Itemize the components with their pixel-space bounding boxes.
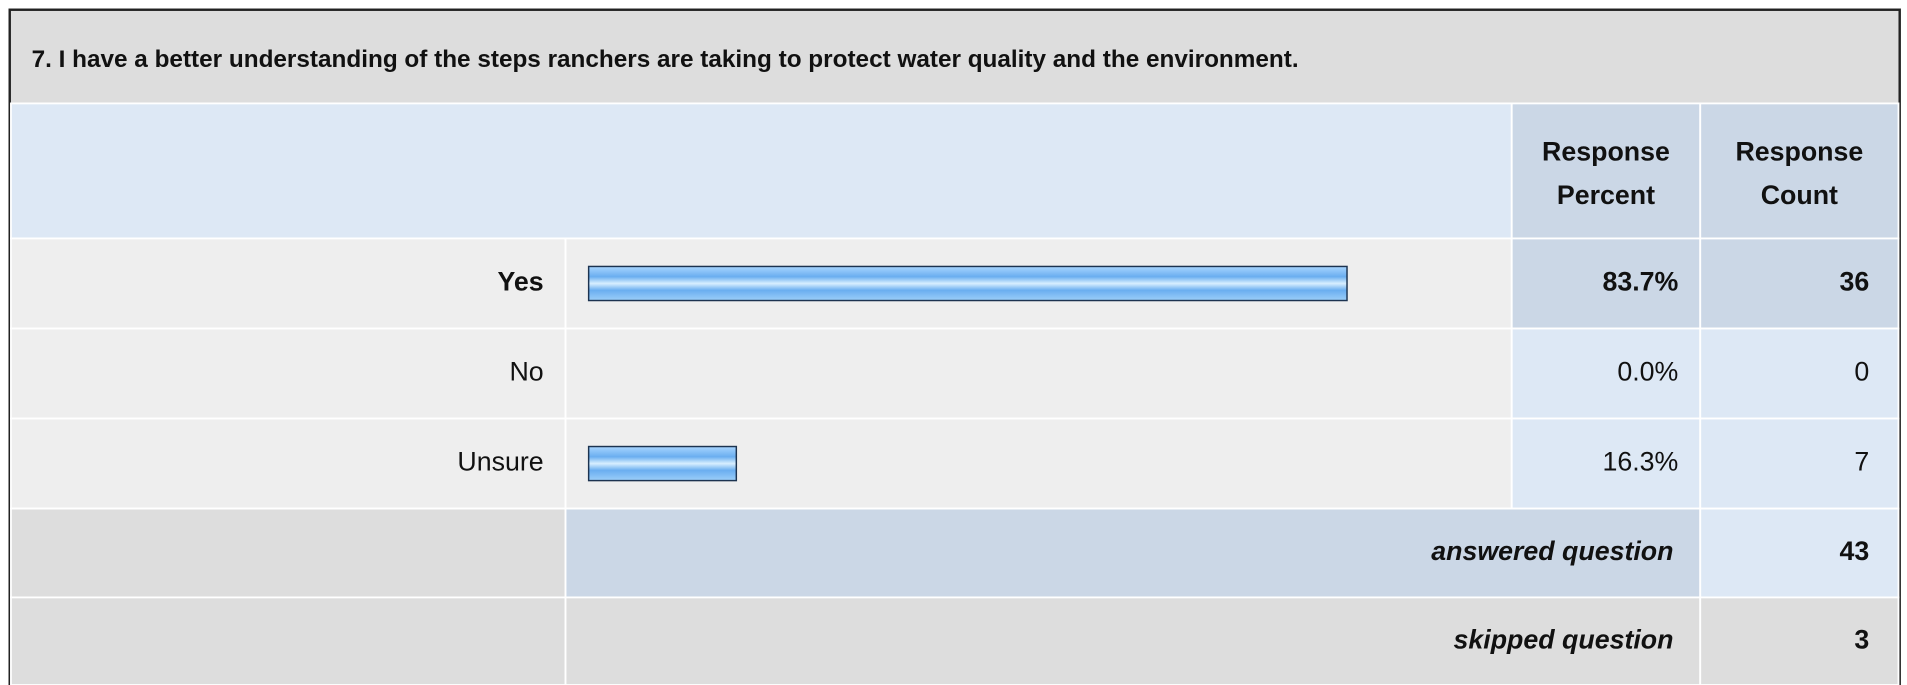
cell	[10, 102, 1513, 240]
cell	[1699, 596, 1900, 685]
question-title: 7. I have a better understanding of the …	[32, 46, 1299, 73]
answer-label: Unsure	[457, 447, 543, 477]
cell	[10, 596, 567, 685]
cell	[1510, 327, 1702, 420]
answer-label: Yes	[498, 267, 544, 297]
cell	[1699, 102, 1900, 240]
cell	[1699, 417, 1900, 510]
column-header: Percent	[1557, 180, 1655, 210]
response-count: 7	[1854, 447, 1869, 477]
cell	[10, 507, 567, 599]
skipped-label: skipped question	[1454, 624, 1674, 654]
cell	[1510, 102, 1702, 240]
cell	[564, 596, 1702, 685]
bar	[587, 445, 738, 482]
answered-label: answered question	[1431, 536, 1673, 566]
bar	[587, 265, 1348, 302]
response-percent: 16.3%	[1603, 447, 1679, 477]
cell	[10, 327, 567, 420]
cell	[1699, 327, 1900, 420]
response-percent: 83.7%	[1603, 267, 1679, 297]
response-count: 36	[1840, 267, 1870, 297]
skipped-count: 3	[1854, 624, 1869, 654]
cell	[564, 507, 1702, 599]
response-percent: 0.0%	[1617, 357, 1678, 387]
cell	[10, 237, 567, 330]
column-header: Response	[1735, 136, 1863, 166]
cell	[564, 327, 1513, 420]
column-header: Response	[1542, 136, 1670, 166]
cell	[1699, 507, 1900, 599]
column-header: Count	[1761, 180, 1838, 210]
cell	[10, 417, 567, 510]
cell	[1699, 237, 1900, 330]
answered-count: 43	[1840, 536, 1870, 566]
response-count: 0	[1854, 357, 1869, 387]
answer-label: No	[509, 357, 543, 387]
